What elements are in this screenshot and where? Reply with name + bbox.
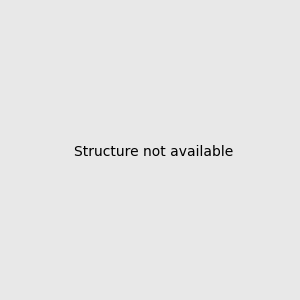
Text: Structure not available: Structure not available	[74, 145, 233, 158]
